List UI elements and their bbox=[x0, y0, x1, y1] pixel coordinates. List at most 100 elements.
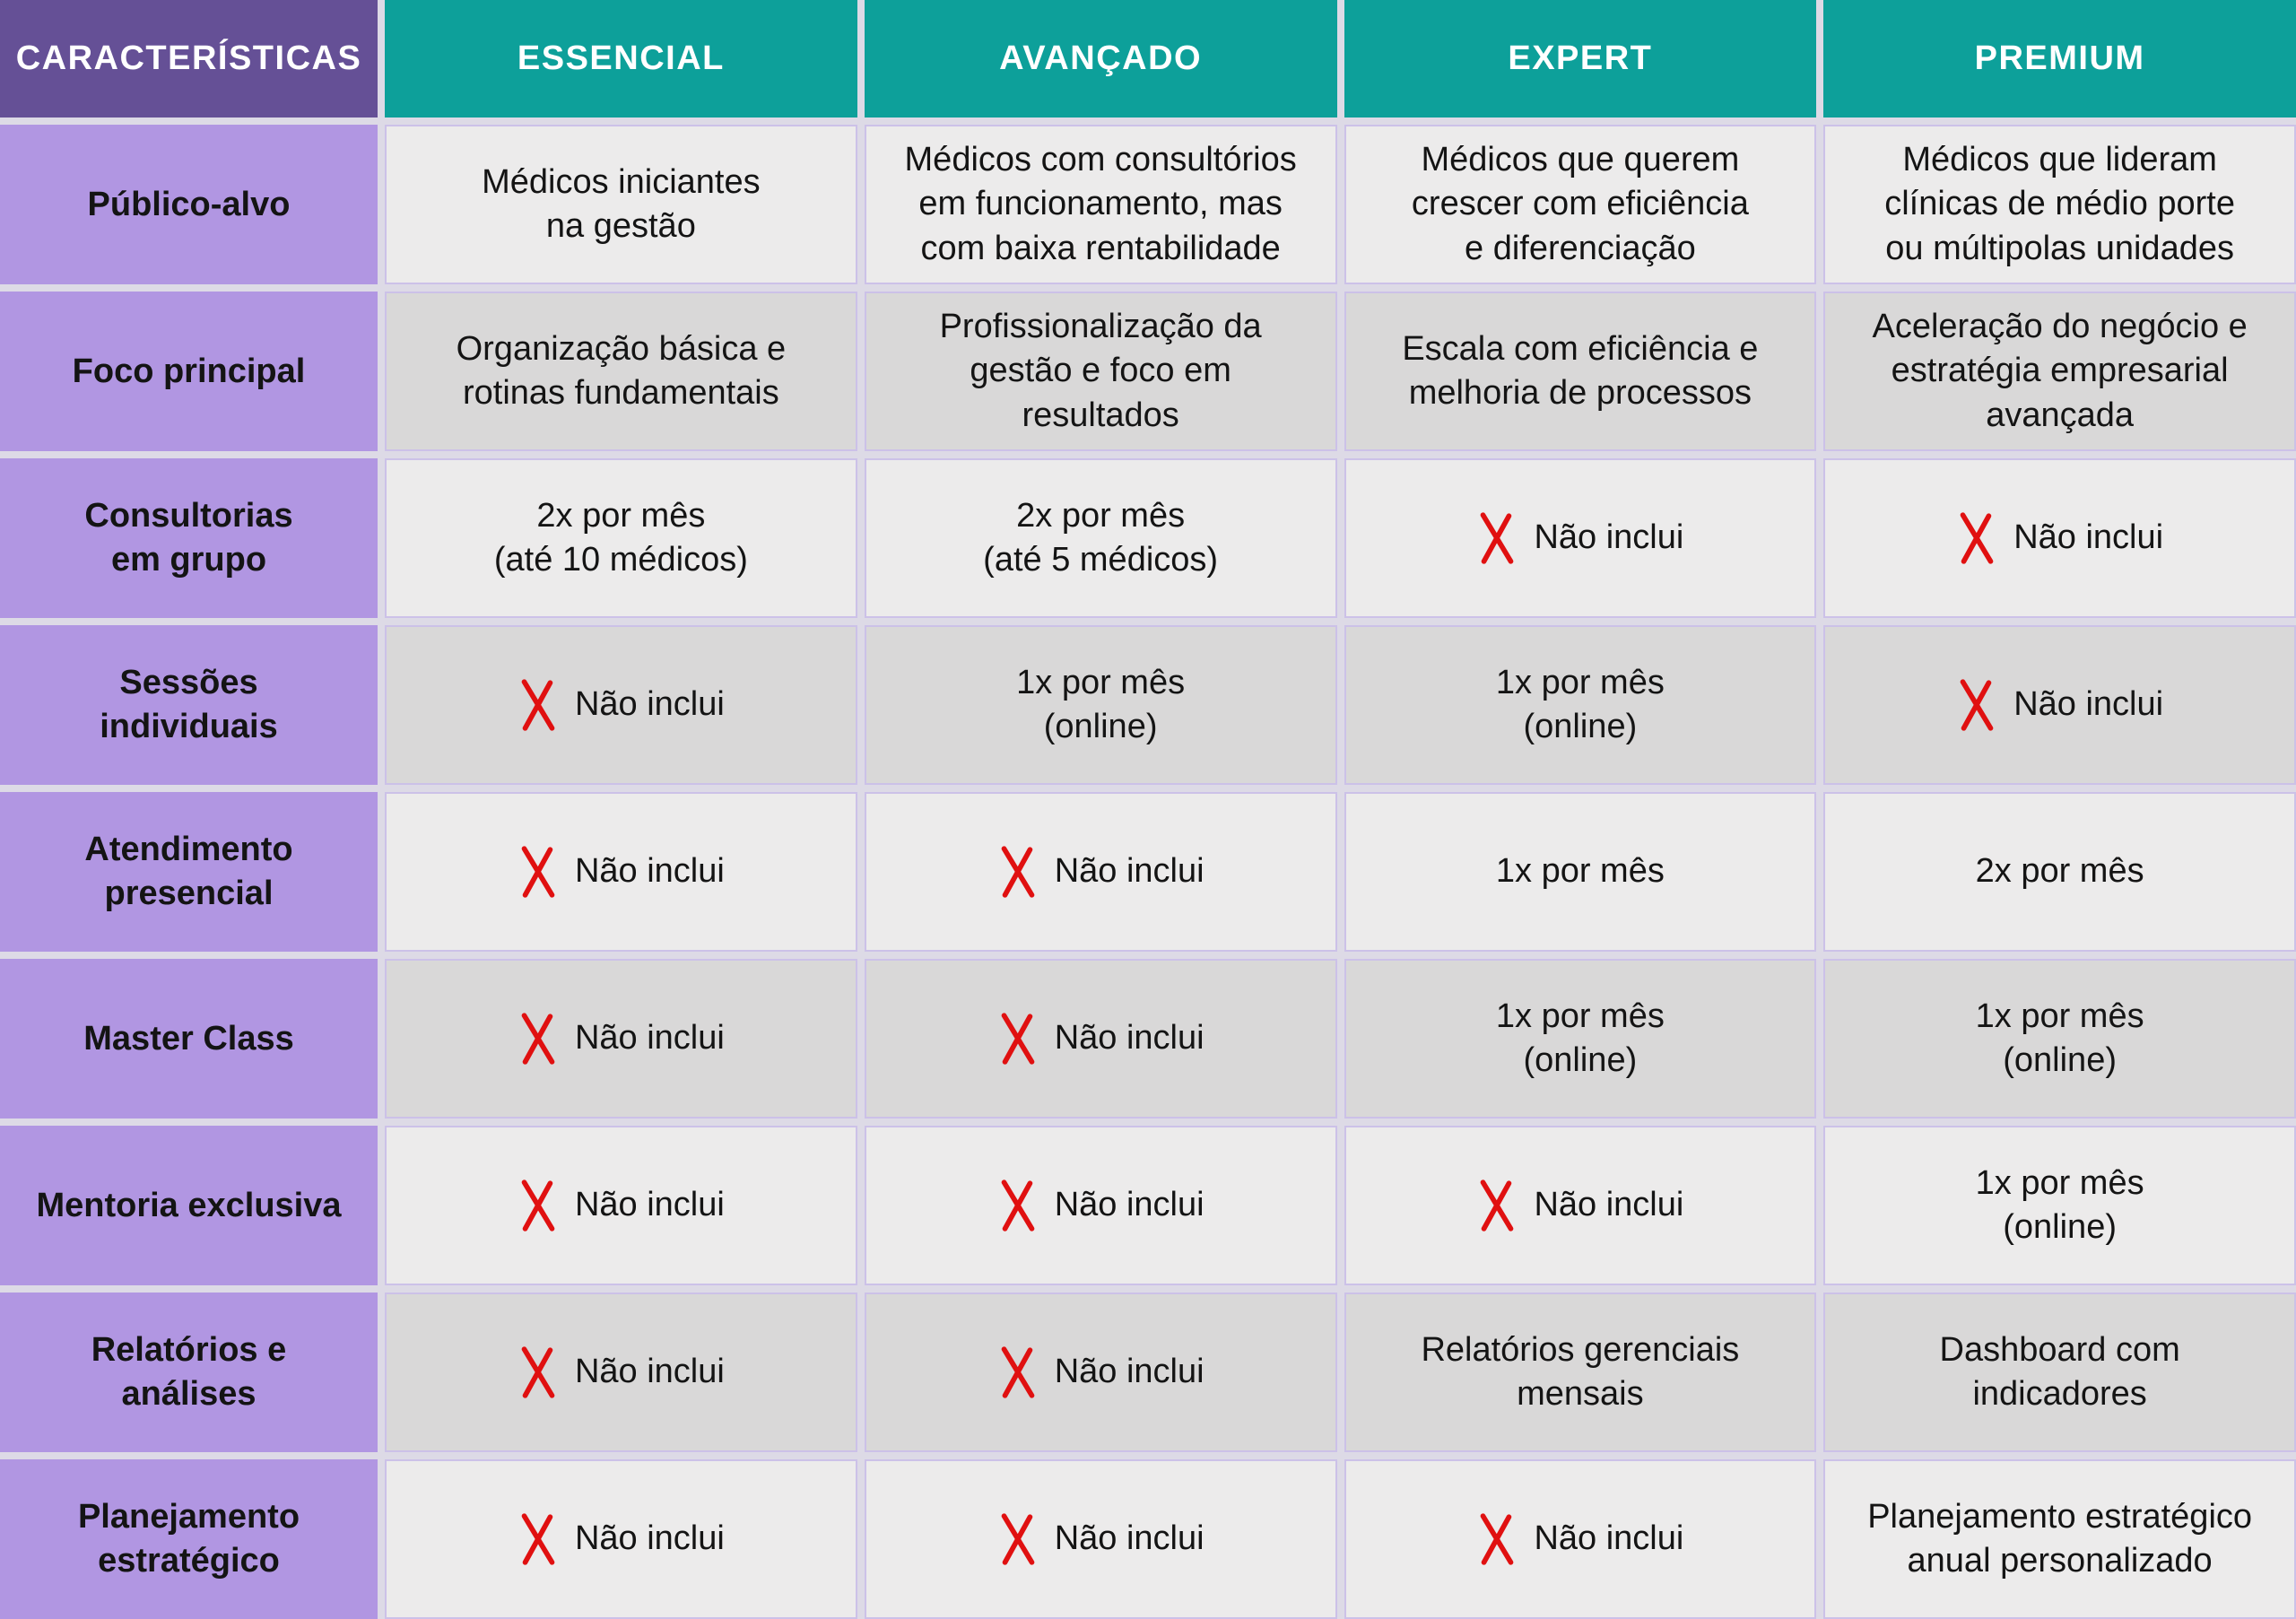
cell-text: Não inclui bbox=[1054, 1519, 1205, 1558]
feature-cell-not-included: Não inclui bbox=[1823, 458, 2296, 618]
cell-text: Não inclui bbox=[1534, 1186, 1684, 1224]
cell-text: Não inclui bbox=[1054, 1186, 1205, 1224]
row-label-relatorios-e-analises: Relatórios e análises bbox=[0, 1293, 378, 1452]
feature-cell-not-included: Não inclui bbox=[1344, 458, 1817, 618]
feature-cell-not-included: Não inclui bbox=[385, 1459, 857, 1619]
cell-text: 1x por mês (online) bbox=[1975, 997, 2144, 1079]
cell-text: Organização básica e rotinas fundamentai… bbox=[456, 329, 787, 412]
cell-text: 1x por mês (online) bbox=[1495, 663, 1665, 745]
header-cell-avancado: AVANÇADO bbox=[864, 0, 1337, 118]
feature-cell: 1x por mês bbox=[1344, 792, 1817, 952]
cell-text: Não inclui bbox=[574, 852, 725, 891]
feature-cell-not-included: Não inclui bbox=[864, 959, 1337, 1119]
row-label-atendimento-presencial: Atendimento presencial bbox=[0, 792, 378, 952]
feature-cell: Aceleração do negócio e estratégia empre… bbox=[1823, 292, 2296, 451]
feature-cell: 1x por mês (online) bbox=[1823, 959, 2296, 1119]
row-label-consultorias-em-grupo: Consultorias em grupo bbox=[0, 458, 378, 618]
cell-text: 2x por mês (até 5 médicos) bbox=[983, 496, 1219, 579]
feature-cell-not-included: Não inclui bbox=[385, 1293, 857, 1452]
cell-text: Não inclui bbox=[574, 1519, 725, 1558]
feature-cell-not-included: Não inclui bbox=[864, 792, 1337, 952]
x-icon bbox=[997, 1511, 1039, 1567]
header-cell-premium: PREMIUM bbox=[1823, 0, 2296, 118]
feature-cell: Relatórios gerenciais mensais bbox=[1344, 1293, 1817, 1452]
cell-text: Médicos que querem crescer com eficiênci… bbox=[1411, 140, 1749, 267]
feature-cell: 2x por mês (até 5 médicos) bbox=[864, 458, 1337, 618]
feature-cell-not-included: Não inclui bbox=[385, 959, 857, 1119]
row-label-planejamento-estrategico: Planejamento estratégico bbox=[0, 1459, 378, 1619]
cell-text: Médicos com consultórios em funcionament… bbox=[904, 140, 1297, 267]
feature-cell: Organização básica e rotinas fundamentai… bbox=[385, 292, 857, 451]
feature-cell-not-included: Não inclui bbox=[864, 1459, 1337, 1619]
feature-cell: Médicos iniciantes na gestão bbox=[385, 125, 857, 284]
cell-text: 1x por mês (online) bbox=[1495, 997, 1665, 1079]
row-label-sessoes-individuais: Sessões individuais bbox=[0, 625, 378, 785]
x-icon bbox=[1956, 510, 1997, 566]
cell-text: Profissionalização da gestão e foco em r… bbox=[939, 307, 1262, 434]
feature-cell-not-included: Não inclui bbox=[385, 625, 857, 785]
x-icon bbox=[997, 844, 1039, 900]
feature-cell: 1x por mês (online) bbox=[1823, 1126, 2296, 1285]
header-cell-caracteristicas: CARACTERÍSTICAS bbox=[0, 0, 378, 118]
cell-text: Não inclui bbox=[574, 1353, 725, 1391]
feature-cell: 2x por mês bbox=[1823, 792, 2296, 952]
x-icon bbox=[517, 1511, 559, 1567]
cell-text: 2x por mês bbox=[1975, 852, 2144, 891]
feature-cell: 1x por mês (online) bbox=[1344, 959, 1817, 1119]
cell-text: Não inclui bbox=[1054, 852, 1205, 891]
header-cell-expert: EXPERT bbox=[1344, 0, 1817, 118]
cell-text: Escala com eficiência e melhoria de proc… bbox=[1402, 329, 1759, 412]
x-icon bbox=[997, 1011, 1039, 1066]
cell-text: Não inclui bbox=[2013, 685, 2164, 724]
x-icon bbox=[997, 1178, 1039, 1233]
cell-text: Não inclui bbox=[1534, 518, 1684, 557]
cell-text: Planejamento estratégico anual personali… bbox=[1867, 1497, 2253, 1580]
cell-text: 1x por mês (online) bbox=[1016, 663, 1186, 745]
feature-cell-not-included: Não inclui bbox=[1344, 1459, 1817, 1619]
row-label-mentoria-exclusiva: Mentoria exclusiva bbox=[0, 1126, 378, 1285]
cell-text: 1x por mês bbox=[1495, 852, 1665, 891]
feature-cell-not-included: Não inclui bbox=[385, 1126, 857, 1285]
x-icon bbox=[517, 1011, 559, 1066]
feature-cell: Escala com eficiência e melhoria de proc… bbox=[1344, 292, 1817, 451]
row-label-master-class: Master Class bbox=[0, 959, 378, 1119]
cell-text: Não inclui bbox=[2013, 518, 2164, 557]
feature-cell-not-included: Não inclui bbox=[864, 1126, 1337, 1285]
feature-cell: Dashboard com indicadores bbox=[1823, 1293, 2296, 1452]
feature-cell-not-included: Não inclui bbox=[385, 792, 857, 952]
cell-text: Não inclui bbox=[1534, 1519, 1684, 1558]
header-cell-essencial: ESSENCIAL bbox=[385, 0, 857, 118]
x-icon bbox=[1476, 1178, 1518, 1233]
feature-cell-not-included: Não inclui bbox=[864, 1293, 1337, 1452]
cell-text: Não inclui bbox=[574, 1019, 725, 1058]
x-icon bbox=[1476, 1511, 1518, 1567]
cell-text: Não inclui bbox=[574, 685, 725, 724]
feature-cell: 1x por mês (online) bbox=[864, 625, 1337, 785]
feature-cell-not-included: Não inclui bbox=[1344, 1126, 1817, 1285]
x-icon bbox=[1956, 677, 1997, 733]
feature-cell: Profissionalização da gestão e foco em r… bbox=[864, 292, 1337, 451]
cell-text: Dashboard com indicadores bbox=[1939, 1330, 2180, 1413]
cell-text: Não inclui bbox=[574, 1186, 725, 1224]
cell-text: 1x por mês (online) bbox=[1975, 1163, 2144, 1246]
feature-cell-not-included: Não inclui bbox=[1823, 625, 2296, 785]
cell-text: Médicos que lideram clínicas de médio po… bbox=[1884, 140, 2235, 267]
x-icon bbox=[517, 1345, 559, 1400]
feature-cell: 2x por mês (até 10 médicos) bbox=[385, 458, 857, 618]
feature-cell: Planejamento estratégico anual personali… bbox=[1823, 1459, 2296, 1619]
x-icon bbox=[517, 1178, 559, 1233]
feature-cell: Médicos que querem crescer com eficiênci… bbox=[1344, 125, 1817, 284]
cell-text: Médicos iniciantes na gestão bbox=[482, 162, 761, 245]
row-label-foco-principal: Foco principal bbox=[0, 292, 378, 451]
cell-text: Não inclui bbox=[1054, 1019, 1205, 1058]
cell-text: Não inclui bbox=[1054, 1353, 1205, 1391]
x-icon bbox=[517, 677, 559, 733]
x-icon bbox=[517, 844, 559, 900]
feature-cell: Médicos que lideram clínicas de médio po… bbox=[1823, 125, 2296, 284]
feature-cell: 1x por mês (online) bbox=[1344, 625, 1817, 785]
cell-text: Relatórios gerenciais mensais bbox=[1421, 1330, 1740, 1413]
feature-cell: Médicos com consultórios em funcionament… bbox=[864, 125, 1337, 284]
cell-text: Aceleração do negócio e estratégia empre… bbox=[1872, 307, 2248, 434]
x-icon bbox=[997, 1345, 1039, 1400]
